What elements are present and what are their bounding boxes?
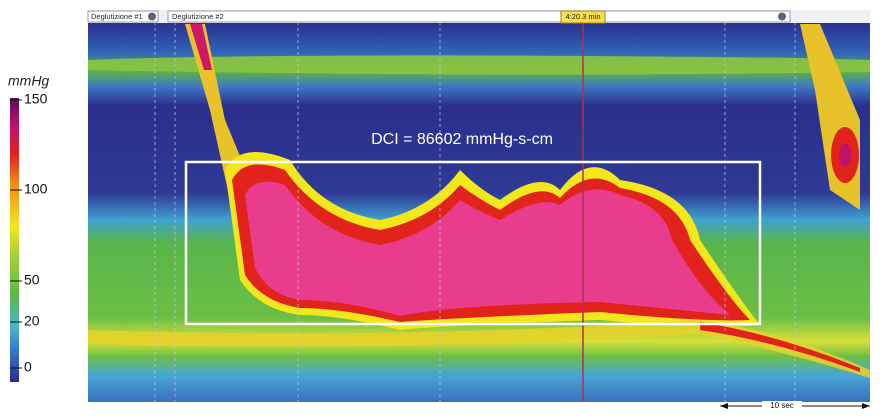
tab-label: Deglutizione #2 xyxy=(172,12,224,21)
colorbar-tick-label: 20 xyxy=(24,313,40,329)
tab-icon[interactable] xyxy=(778,13,786,21)
colorbar-tick-label: 0 xyxy=(24,359,32,375)
dci-annotation: DCI = 86602 mmHg-s-cm xyxy=(371,131,553,148)
scale-label: 10 sec xyxy=(770,401,794,410)
colorbar-tick-label: 100 xyxy=(24,181,48,197)
colorbar xyxy=(10,98,19,382)
time-label: 4:20.3 min xyxy=(565,12,600,21)
next-peak-core xyxy=(839,143,851,167)
colorbar-tick-label: 150 xyxy=(24,91,48,107)
colorbar-tick-label: 50 xyxy=(24,272,40,288)
tab-icon[interactable] xyxy=(148,13,156,21)
colorbar-unit: mmHg xyxy=(8,73,49,89)
tab-label: Deglutizione #1 xyxy=(91,12,143,21)
tab[interactable] xyxy=(168,11,790,22)
manometry-view: mmHg 150 100 50 20 0 DCI = 86602 mmHg-s-cm D… xyxy=(0,0,887,413)
